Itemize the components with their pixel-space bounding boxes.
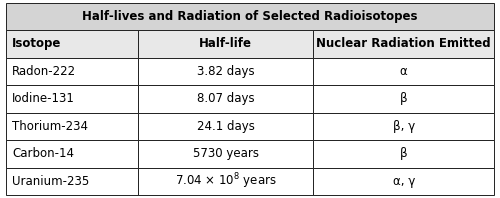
Text: β, γ: β, γ	[392, 120, 415, 133]
Bar	[314, 112, 494, 140]
Text: Nuclear Radiation Emitted: Nuclear Radiation Emitted	[316, 37, 491, 50]
Bar	[314, 57, 494, 85]
Text: α: α	[400, 65, 407, 78]
Text: 24.1 days: 24.1 days	[196, 120, 254, 133]
Bar	[314, 140, 494, 168]
Text: Iodine-131: Iodine-131	[12, 92, 75, 105]
Text: α, γ: α, γ	[392, 175, 415, 188]
Bar	[314, 85, 494, 112]
Bar	[138, 57, 314, 85]
Bar	[138, 168, 314, 195]
Bar	[6, 85, 138, 112]
Text: Carbon-14: Carbon-14	[12, 147, 74, 160]
Text: β: β	[400, 147, 407, 160]
Bar	[138, 30, 314, 57]
Text: 5730 years: 5730 years	[192, 147, 258, 160]
Bar	[138, 140, 314, 168]
Bar	[138, 112, 314, 140]
Bar	[6, 168, 138, 195]
Text: 8.07 days: 8.07 days	[197, 92, 254, 105]
Text: β: β	[400, 92, 407, 105]
Bar	[6, 3, 494, 30]
Bar	[6, 112, 138, 140]
Text: Thorium-234: Thorium-234	[12, 120, 88, 133]
Bar	[314, 30, 494, 57]
Bar	[6, 30, 138, 57]
Bar	[314, 168, 494, 195]
Bar	[138, 85, 314, 112]
Text: Isotope: Isotope	[12, 37, 62, 50]
Bar	[6, 57, 138, 85]
Text: Uranium-235: Uranium-235	[12, 175, 89, 188]
Text: 3.82 days: 3.82 days	[197, 65, 254, 78]
Bar	[6, 140, 138, 168]
Text: Half-lives and Radiation of Selected Radioisotopes: Half-lives and Radiation of Selected Rad…	[82, 10, 418, 23]
Text: Half-life: Half-life	[199, 37, 252, 50]
Text: 7.04 $\times$ 10$^{8}$ years: 7.04 $\times$ 10$^{8}$ years	[175, 171, 276, 191]
Text: Radon-222: Radon-222	[12, 65, 76, 78]
